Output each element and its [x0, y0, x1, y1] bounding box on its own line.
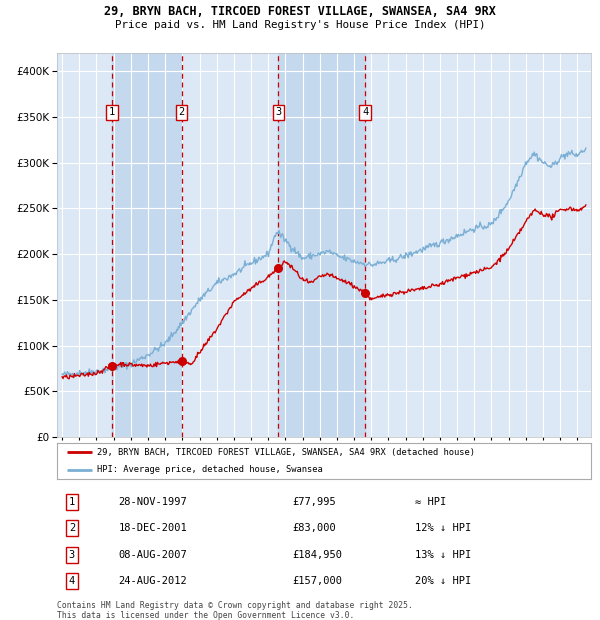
Text: 3: 3 [69, 550, 75, 560]
Text: £77,995: £77,995 [292, 497, 336, 507]
Text: 13% ↓ HPI: 13% ↓ HPI [415, 550, 471, 560]
Text: HPI: Average price, detached house, Swansea: HPI: Average price, detached house, Swan… [97, 465, 323, 474]
Text: 28-NOV-1997: 28-NOV-1997 [118, 497, 187, 507]
Bar [278, 53, 365, 437]
Text: 4: 4 [69, 576, 75, 586]
Text: 1: 1 [69, 497, 75, 507]
Text: 24-AUG-2012: 24-AUG-2012 [118, 576, 187, 586]
Text: 3: 3 [275, 107, 281, 117]
Text: 08-AUG-2007: 08-AUG-2007 [118, 550, 187, 560]
Text: 20% ↓ HPI: 20% ↓ HPI [415, 576, 471, 586]
Text: 29, BRYN BACH, TIRCOED FOREST VILLAGE, SWANSEA, SA4 9RX (detached house): 29, BRYN BACH, TIRCOED FOREST VILLAGE, S… [97, 448, 475, 457]
Text: 2: 2 [69, 523, 75, 533]
Text: £157,000: £157,000 [292, 576, 342, 586]
Text: £184,950: £184,950 [292, 550, 342, 560]
Text: 29, BRYN BACH, TIRCOED FOREST VILLAGE, SWANSEA, SA4 9RX: 29, BRYN BACH, TIRCOED FOREST VILLAGE, S… [104, 5, 496, 18]
Text: 1: 1 [109, 107, 115, 117]
Text: 2: 2 [179, 107, 185, 117]
Text: Contains HM Land Registry data © Crown copyright and database right 2025.: Contains HM Land Registry data © Crown c… [57, 601, 413, 611]
Text: This data is licensed under the Open Government Licence v3.0.: This data is licensed under the Open Gov… [57, 611, 355, 620]
Text: £83,000: £83,000 [292, 523, 336, 533]
Text: 12% ↓ HPI: 12% ↓ HPI [415, 523, 471, 533]
Text: Price paid vs. HM Land Registry's House Price Index (HPI): Price paid vs. HM Land Registry's House … [115, 20, 485, 30]
Text: ≈ HPI: ≈ HPI [415, 497, 446, 507]
Bar [112, 53, 182, 437]
Text: 4: 4 [362, 107, 368, 117]
Text: 18-DEC-2001: 18-DEC-2001 [118, 523, 187, 533]
